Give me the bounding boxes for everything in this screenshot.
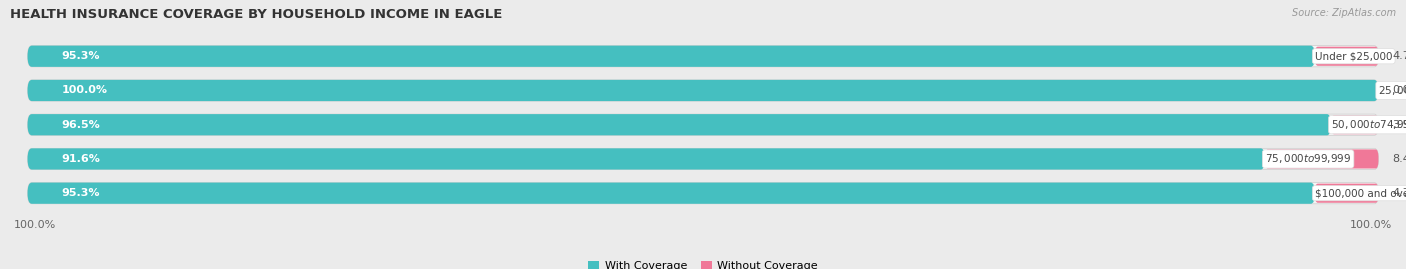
- Text: $100,000 and over: $100,000 and over: [1315, 188, 1406, 198]
- Text: 0.0%: 0.0%: [1392, 86, 1406, 95]
- Text: 91.6%: 91.6%: [62, 154, 100, 164]
- FancyBboxPatch shape: [28, 183, 1315, 204]
- FancyBboxPatch shape: [1265, 149, 1378, 168]
- Text: 8.4%: 8.4%: [1392, 154, 1406, 164]
- Text: HEALTH INSURANCE COVERAGE BY HOUSEHOLD INCOME IN EAGLE: HEALTH INSURANCE COVERAGE BY HOUSEHOLD I…: [10, 8, 502, 21]
- Text: 95.3%: 95.3%: [62, 188, 100, 198]
- Text: 100.0%: 100.0%: [14, 220, 56, 230]
- FancyBboxPatch shape: [28, 114, 1378, 135]
- Text: $50,000 to $74,999: $50,000 to $74,999: [1331, 118, 1406, 131]
- Text: Source: ZipAtlas.com: Source: ZipAtlas.com: [1292, 8, 1396, 18]
- FancyBboxPatch shape: [28, 114, 1331, 135]
- Text: Under $25,000: Under $25,000: [1315, 51, 1392, 61]
- Text: 4.7%: 4.7%: [1392, 51, 1406, 61]
- FancyBboxPatch shape: [28, 46, 1378, 67]
- FancyBboxPatch shape: [28, 148, 1378, 169]
- Text: 96.5%: 96.5%: [62, 120, 100, 130]
- FancyBboxPatch shape: [28, 148, 1265, 169]
- FancyBboxPatch shape: [28, 46, 1315, 67]
- Text: 3.5%: 3.5%: [1392, 120, 1406, 130]
- FancyBboxPatch shape: [28, 80, 1378, 101]
- Legend: With Coverage, Without Coverage: With Coverage, Without Coverage: [583, 256, 823, 269]
- Text: $25,000 to $49,999: $25,000 to $49,999: [1378, 84, 1406, 97]
- FancyBboxPatch shape: [28, 183, 1378, 204]
- FancyBboxPatch shape: [1315, 47, 1378, 66]
- FancyBboxPatch shape: [1331, 115, 1378, 134]
- Text: 95.3%: 95.3%: [62, 51, 100, 61]
- Text: 4.7%: 4.7%: [1392, 188, 1406, 198]
- Text: 100.0%: 100.0%: [1350, 220, 1392, 230]
- FancyBboxPatch shape: [1315, 184, 1378, 203]
- Text: $75,000 to $99,999: $75,000 to $99,999: [1265, 153, 1351, 165]
- FancyBboxPatch shape: [28, 80, 1378, 101]
- Text: 100.0%: 100.0%: [62, 86, 107, 95]
